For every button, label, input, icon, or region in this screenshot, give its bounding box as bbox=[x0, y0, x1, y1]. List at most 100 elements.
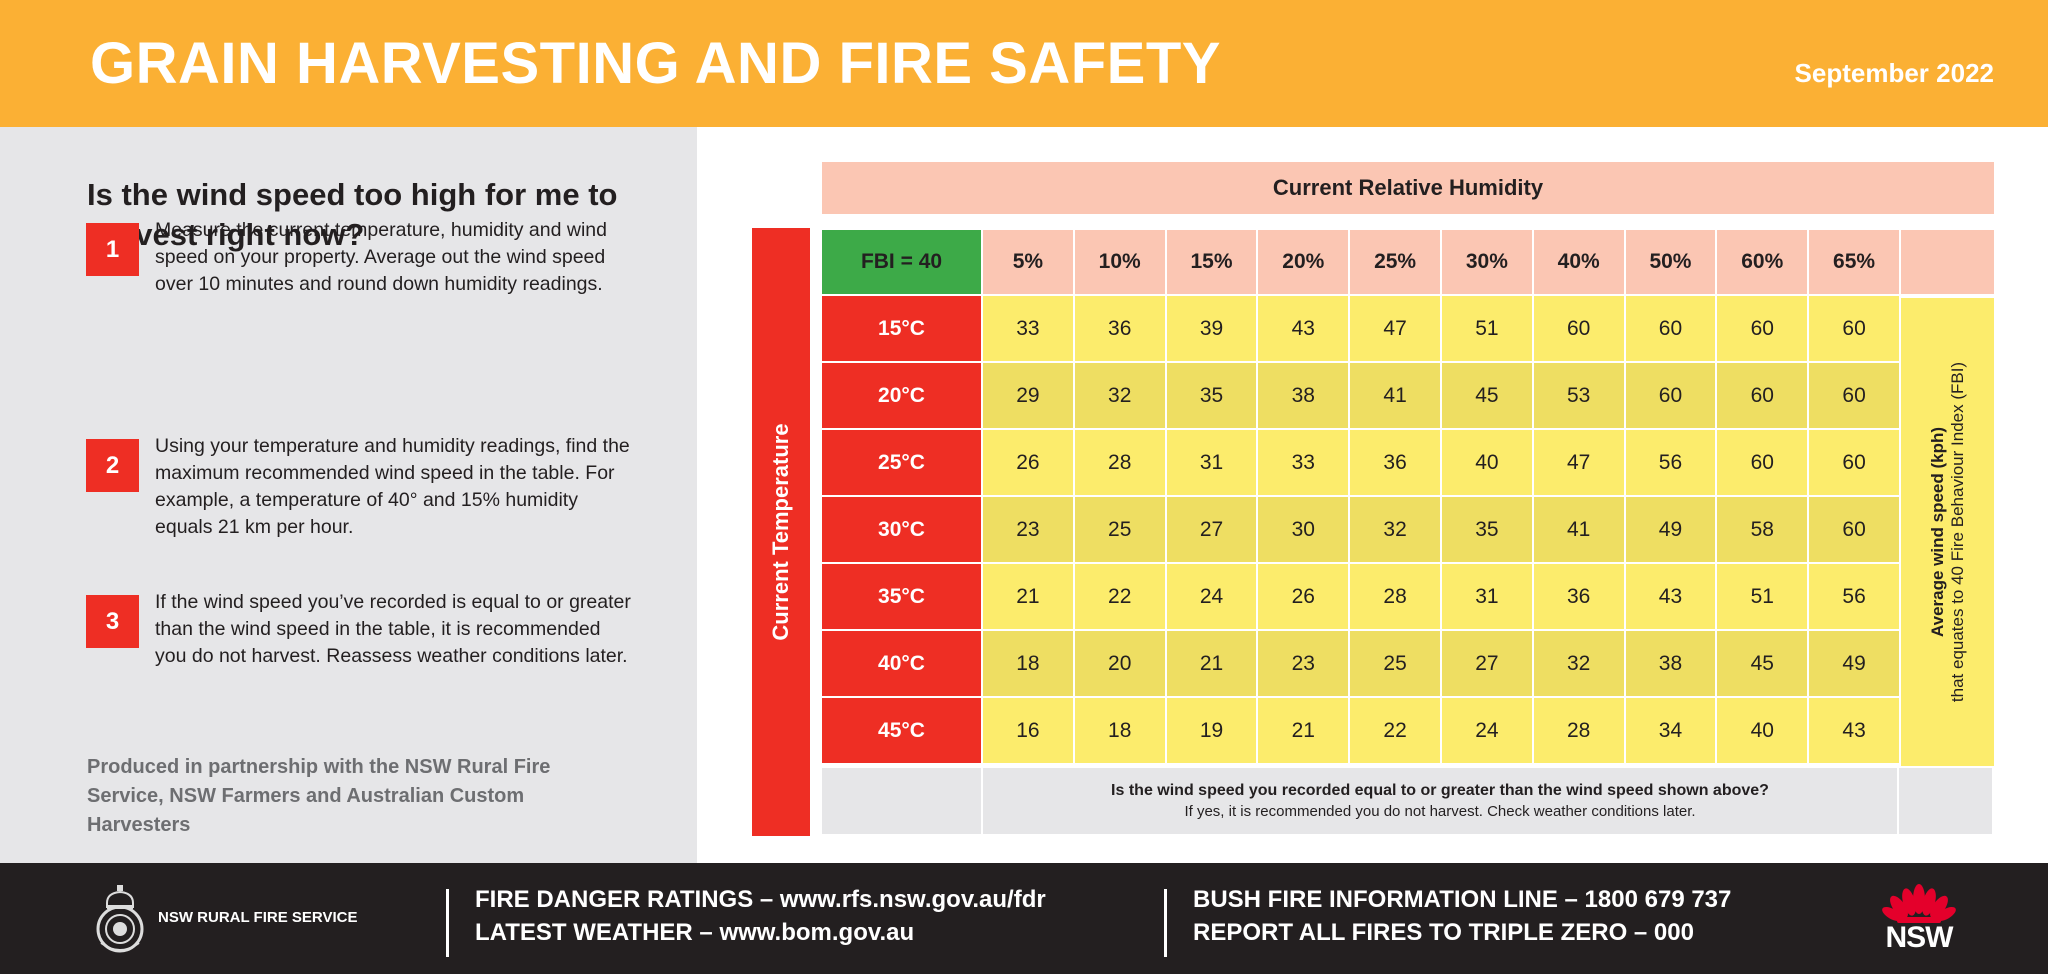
wind-speed-cell: 23 bbox=[983, 497, 1075, 562]
wind-speed-cell: 27 bbox=[1166, 497, 1259, 562]
wind-speed-cell: 60 bbox=[1625, 363, 1718, 428]
wind-speed-cell: 60 bbox=[1809, 497, 1901, 562]
publication-date: September 2022 bbox=[1794, 58, 1994, 88]
wind-speed-cell: 21 bbox=[983, 564, 1075, 629]
wind-speed-cell: 36 bbox=[1074, 296, 1167, 361]
rfs-name: NSW RURAL FIRE SERVICE bbox=[158, 909, 358, 926]
step-text: If the wind speed you’ve recorded is equ… bbox=[155, 591, 631, 667]
wind-speed-cell: 32 bbox=[1074, 363, 1167, 428]
wind-speed-cell: 31 bbox=[1441, 564, 1534, 629]
table-note-row: Is the wind speed you recorded equal to … bbox=[822, 768, 1994, 834]
temperature-axis-label: Current Temperature bbox=[752, 228, 810, 836]
humidity-col-header: 15% bbox=[1166, 230, 1259, 294]
triple-zero-line: REPORT ALL FIRES TO TRIPLE ZERO – 000 bbox=[1193, 919, 1694, 946]
step-number-badge: 2 bbox=[86, 439, 139, 492]
humidity-col-header: 30% bbox=[1441, 230, 1534, 294]
wind-speed-cell: 36 bbox=[1533, 564, 1626, 629]
fbi-corner-cell: FBI = 40 bbox=[822, 230, 983, 294]
wind-speed-cell: 23 bbox=[1258, 631, 1351, 696]
wind-speed-cell: 38 bbox=[1625, 631, 1718, 696]
temperature-axis-text: Current Temperature bbox=[768, 423, 793, 641]
wind-speed-cell: 36 bbox=[1350, 430, 1442, 495]
footer: NSW RURAL FIRE SERVICE FIRE DANGER RATIN… bbox=[0, 863, 2048, 974]
wind-speed-cell: 26 bbox=[983, 430, 1075, 495]
wind-speed-cell: 41 bbox=[1533, 497, 1626, 562]
table-row: 25°C 26 28 31 33 36 40 47 56 60 60 bbox=[822, 430, 1994, 497]
bush-fire-info-line: BUSH FIRE INFORMATION LINE – 1800 679 73… bbox=[1193, 886, 1732, 913]
wind-speed-cell: 60 bbox=[1809, 363, 1901, 428]
wind-speed-cell: 45 bbox=[1441, 363, 1534, 428]
wind-speed-cell: 51 bbox=[1717, 564, 1810, 629]
wind-speed-cell: 32 bbox=[1350, 497, 1442, 562]
wind-speed-cell: 41 bbox=[1350, 363, 1442, 428]
wind-speed-axis-label: Average wind speed (kph) that equates to… bbox=[1901, 298, 1994, 766]
wind-speed-cell: 29 bbox=[983, 363, 1075, 428]
wind-speed-cell: 24 bbox=[1441, 698, 1534, 763]
table-row: 30°C 23 25 27 30 32 35 41 49 58 60 bbox=[822, 497, 1994, 564]
table-note: Is the wind speed you recorded equal to … bbox=[983, 768, 1899, 834]
wind-speed-cell: 40 bbox=[1717, 698, 1810, 763]
note-answer: If yes, it is recommended you do not har… bbox=[1184, 803, 1696, 820]
wind-speed-cell: 49 bbox=[1625, 497, 1718, 562]
table-row: 45°C 16 18 19 21 22 24 28 34 40 43 bbox=[822, 698, 1994, 765]
wind-speed-cell: 51 bbox=[1441, 296, 1534, 361]
note-question: Is the wind speed you recorded equal to … bbox=[1111, 782, 1769, 799]
humidity-col-header: 10% bbox=[1074, 230, 1167, 294]
wind-speed-cell: 60 bbox=[1717, 296, 1810, 361]
humidity-col-header: 5% bbox=[983, 230, 1075, 294]
temperature-row-header: 30°C bbox=[822, 497, 983, 562]
wind-speed-cell: 47 bbox=[1350, 296, 1442, 361]
wind-speed-cell: 56 bbox=[1625, 430, 1718, 495]
wind-speed-cell: 43 bbox=[1258, 296, 1351, 361]
wind-speed-cell: 35 bbox=[1166, 363, 1259, 428]
wind-speed-cell: 49 bbox=[1809, 631, 1901, 696]
wind-speed-cell: 30 bbox=[1258, 497, 1351, 562]
step-number-badge: 1 bbox=[86, 223, 139, 276]
wind-speed-cell: 39 bbox=[1166, 296, 1259, 361]
wind-speed-cell: 28 bbox=[1074, 430, 1167, 495]
wind-speed-cell: 38 bbox=[1258, 363, 1351, 428]
wind-speed-cell: 60 bbox=[1717, 430, 1810, 495]
wind-speed-cell: 60 bbox=[1717, 363, 1810, 428]
humidity-col-header: 50% bbox=[1625, 230, 1718, 294]
temperature-row-header: 35°C bbox=[822, 564, 983, 629]
latest-weather-link[interactable]: LATEST WEATHER – www.bom.gov.au bbox=[475, 919, 915, 946]
temperature-row-header: 40°C bbox=[822, 631, 983, 696]
wind-speed-cell: 21 bbox=[1258, 698, 1351, 763]
wind-speed-cell: 43 bbox=[1809, 698, 1901, 763]
wind-speed-cell: 28 bbox=[1533, 698, 1626, 763]
wind-speed-cell: 21 bbox=[1166, 631, 1259, 696]
wind-speed-cell: 25 bbox=[1350, 631, 1442, 696]
humidity-col-header: 20% bbox=[1258, 230, 1351, 294]
wind-speed-cell: 18 bbox=[983, 631, 1075, 696]
wind-speed-cell: 60 bbox=[1625, 296, 1718, 361]
footer-divider bbox=[446, 889, 449, 957]
wind-speed-cell: 27 bbox=[1441, 631, 1534, 696]
fire-danger-ratings-link[interactable]: FIRE DANGER RATINGS – www.rfs.nsw.gov.au… bbox=[475, 886, 1046, 913]
temperature-row-header: 15°C bbox=[822, 296, 983, 361]
wind-speed-cell: 19 bbox=[1166, 698, 1259, 763]
table-row: 20°C 29 32 35 38 41 45 53 60 60 60 bbox=[822, 363, 1994, 430]
table-header-row: FBI = 40 5% 10% 15% 20% 25% 30% 40% 50% … bbox=[822, 230, 1994, 296]
wind-speed-cell: 31 bbox=[1166, 430, 1259, 495]
wind-speed-cell: 35 bbox=[1441, 497, 1534, 562]
wind-speed-cell: 45 bbox=[1717, 631, 1810, 696]
instructions-panel: Is the wind speed too high for me to har… bbox=[0, 127, 697, 863]
wind-speed-cell: 18 bbox=[1074, 698, 1167, 763]
wind-speed-cell: 24 bbox=[1166, 564, 1259, 629]
humidity-col-header: 25% bbox=[1350, 230, 1442, 294]
table-row: 40°C 18 20 21 23 25 27 32 38 45 49 bbox=[822, 631, 1994, 698]
partnership-credit: Produced in partnership with the NSW Rur… bbox=[87, 756, 551, 836]
step-number-badge: 3 bbox=[86, 595, 139, 648]
wind-speed-cell: 16 bbox=[983, 698, 1075, 763]
wind-speed-cell: 56 bbox=[1809, 564, 1901, 629]
note-blank-cell bbox=[822, 768, 983, 834]
wind-speed-axis-title: Average wind speed (kph) bbox=[1927, 426, 1947, 638]
wind-speed-cell: 20 bbox=[1074, 631, 1167, 696]
humidity-col-header: 40% bbox=[1533, 230, 1626, 294]
wind-speed-table: FBI = 40 5% 10% 15% 20% 25% 30% 40% 50% … bbox=[822, 230, 1994, 765]
humidity-header: Current Relative Humidity bbox=[822, 162, 1994, 214]
nsw-waratah-icon bbox=[1882, 884, 1956, 923]
wind-speed-cell: 33 bbox=[983, 296, 1075, 361]
